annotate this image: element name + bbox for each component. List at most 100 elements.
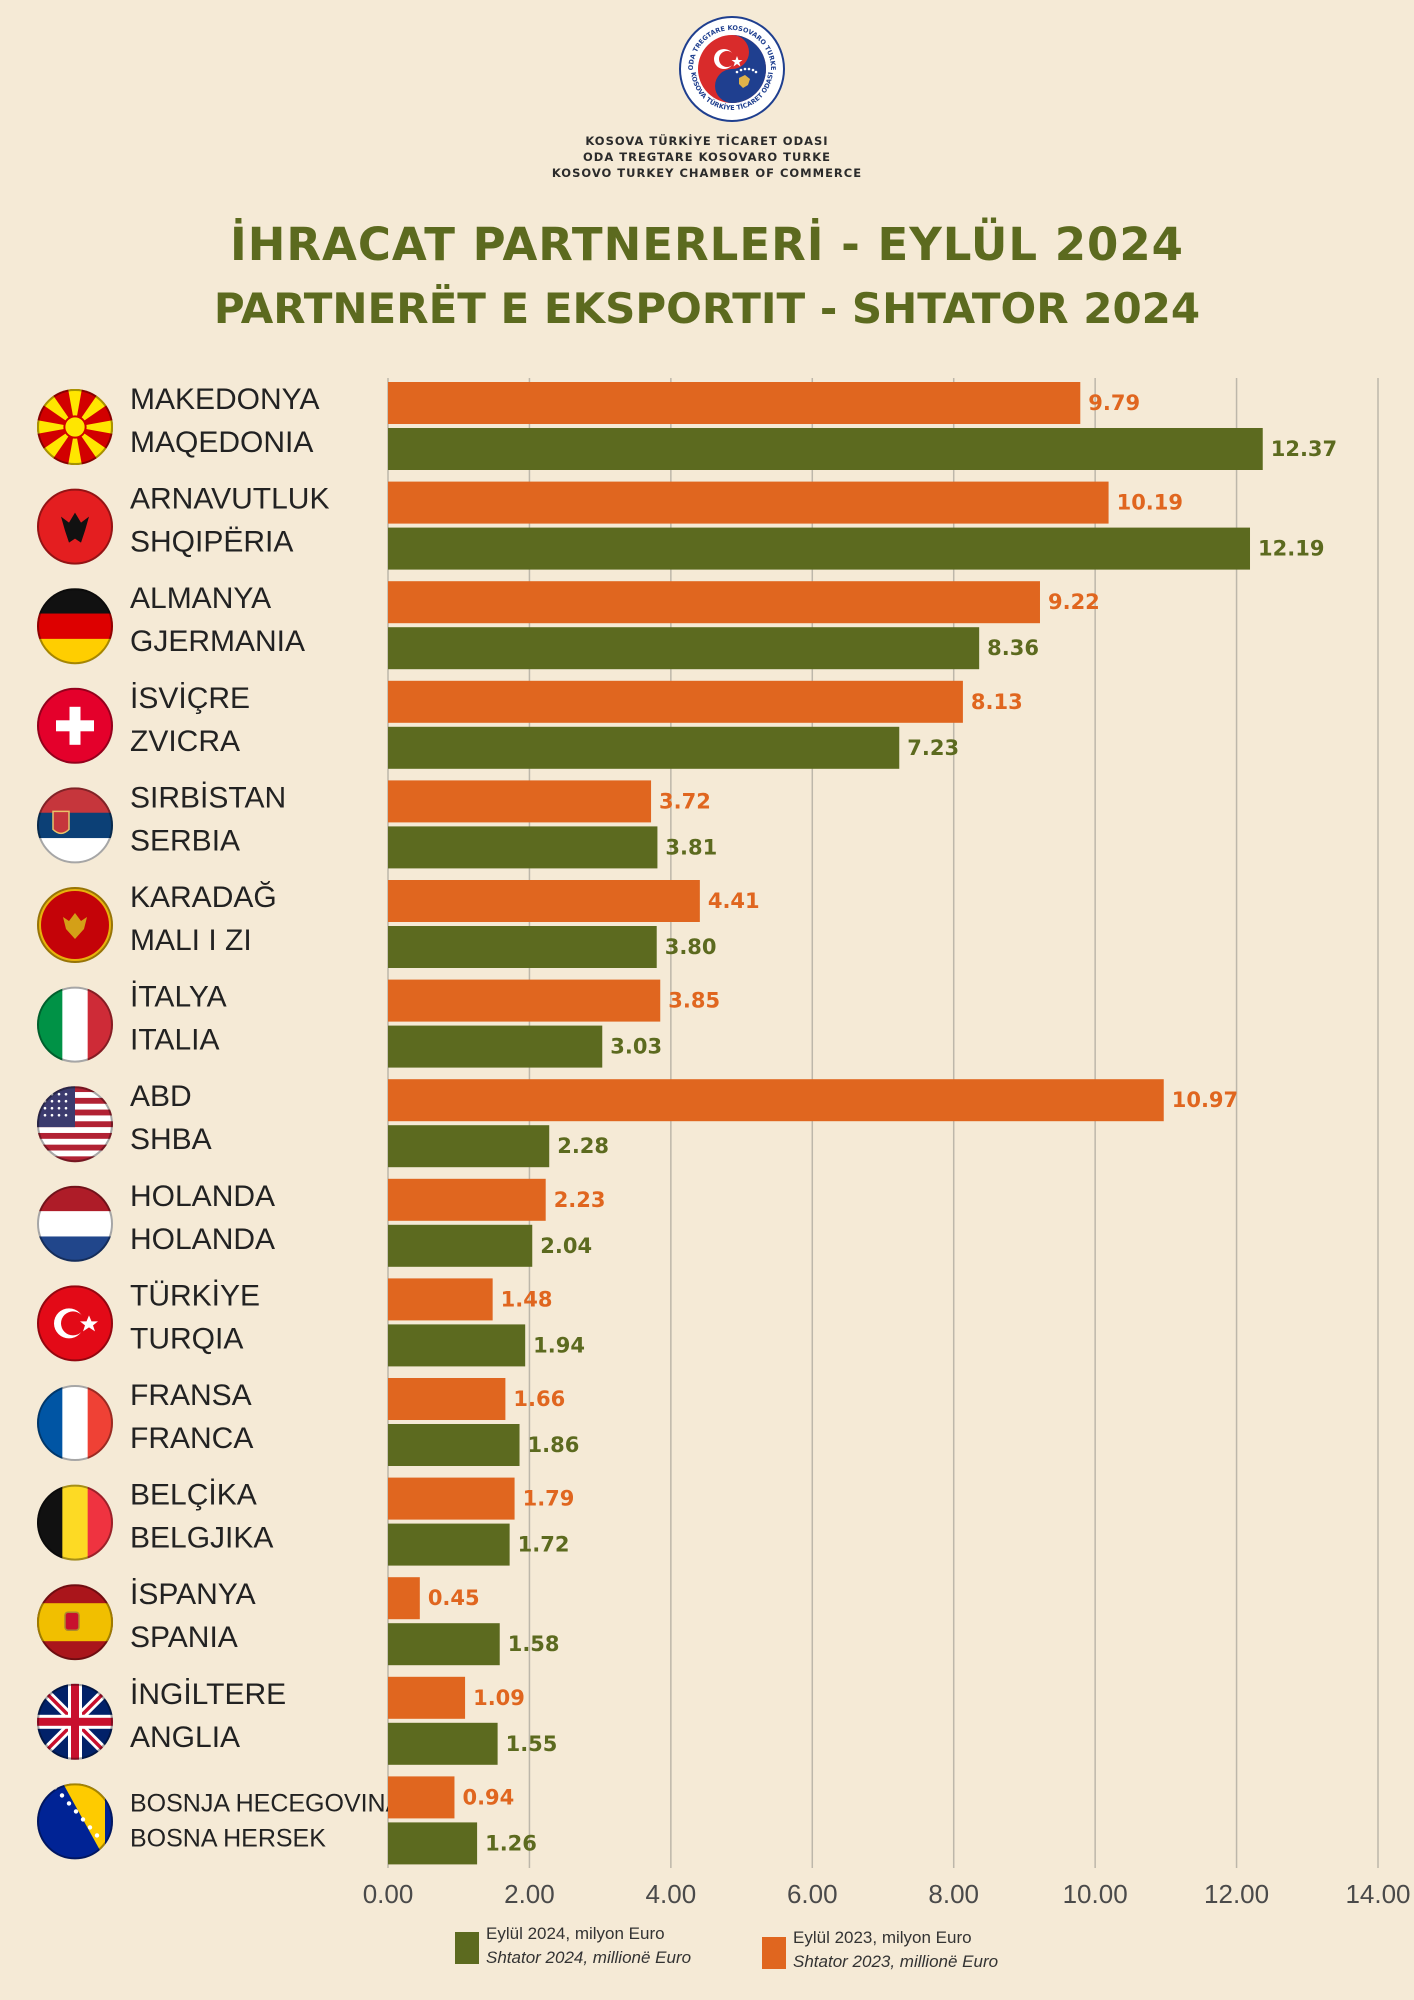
bar-label-2023: 9.22 xyxy=(1048,590,1100,614)
x-tick-label: 10.00 xyxy=(1063,1879,1128,1909)
country-label-sq: BELGJIKA xyxy=(130,1522,273,1555)
bar-label-2024: 2.04 xyxy=(540,1234,592,1258)
legend-2024-line2: Shtator 2024, millionë Euro xyxy=(486,1948,692,1967)
bar-label-2023: 3.72 xyxy=(659,789,711,813)
bar-label-2024: 1.26 xyxy=(485,1831,537,1855)
x-tick-label: 12.00 xyxy=(1204,1879,1269,1909)
page-subtitle: PARTNERËT E EKSPORTIT - SHTATOR 2024 xyxy=(213,284,1201,333)
x-tick-label: 2.00 xyxy=(504,1879,555,1909)
country-label-tr: SIRBİSTAN xyxy=(130,781,286,814)
bar-label-2023: 0.94 xyxy=(462,1785,514,1809)
albania-flag-icon xyxy=(37,488,113,565)
bar-2024 xyxy=(388,527,1251,570)
bar-label-2024: 8.36 xyxy=(987,636,1039,660)
row-usa: ABD SHBA 10.97 2.28 xyxy=(37,1079,1238,1168)
bar-label-2023: 10.19 xyxy=(1117,491,1183,515)
bar-2023 xyxy=(388,880,700,922)
bar-2023 xyxy=(388,680,963,723)
bar-label-2023: 1.79 xyxy=(523,1487,575,1511)
bar-label-2023: 4.41 xyxy=(708,889,760,913)
bar-label-2023: 10.97 xyxy=(1172,1088,1238,1112)
bar-2023 xyxy=(388,581,1040,624)
row-germany: ALMANYA GJERMANIA 9.22 8.36 xyxy=(37,581,1100,670)
x-tick-label: 8.00 xyxy=(928,1879,979,1909)
country-label-sq: TURQIA xyxy=(130,1322,243,1355)
row-uk: İNGİLTERE ANGLIA 1.09 1.55 xyxy=(37,1676,558,1765)
country-label-tr: İSPANYA xyxy=(130,1578,256,1611)
bar-2024 xyxy=(388,1822,478,1865)
row-spain: İSPANYA SPANIA 0.45 1.58 xyxy=(37,1577,560,1666)
bar-2024 xyxy=(388,1025,603,1068)
legend-2023-line2: Shtator 2023, millionë Euro xyxy=(793,1952,999,1971)
turkey-flag-icon xyxy=(37,1285,113,1362)
usa-flag-icon xyxy=(37,1086,113,1163)
row-bosnia: BOSNJA HECEGOVINA BOSNA HERSEK 0.94 1.26 xyxy=(37,1776,537,1865)
country-label-sq: FRANCA xyxy=(130,1422,253,1455)
org-name-en: KOSOVO TURKEY CHAMBER OF COMMERCE xyxy=(551,166,863,180)
legend-swatch-2024 xyxy=(455,1932,479,1964)
italy-flag-icon xyxy=(37,986,113,1063)
bar-label-2024: 1.72 xyxy=(518,1533,570,1557)
legend-2023: Eylül 2023, milyon Euro Shtator 2023, mi… xyxy=(793,1926,998,1974)
country-label-tr: İTALYA xyxy=(130,981,227,1014)
country-label-tr: ARNAVUTLUK xyxy=(130,483,329,516)
belgium-flag-icon xyxy=(37,1484,113,1561)
bar-label-2024: 1.58 xyxy=(508,1632,560,1656)
bar-2024 xyxy=(388,826,658,869)
country-label-tr: İNGİLTERE xyxy=(130,1678,286,1711)
bar-label-2024: 1.55 xyxy=(506,1732,558,1756)
bar-2024 xyxy=(388,1424,520,1466)
netherlands-flag-icon xyxy=(37,1185,113,1262)
bar-2024 xyxy=(388,627,980,670)
bar-2023 xyxy=(388,780,652,823)
legend-swatch-2023 xyxy=(762,1937,786,1969)
bar-2024 xyxy=(388,1324,526,1367)
row-switzerland: İSVİÇRE ZVICRA 8.13 7.23 xyxy=(37,680,1023,769)
row-italy: İTALYA ITALIA 3.853.03 xyxy=(37,979,720,1068)
country-label-sq: SPANIA xyxy=(130,1621,238,1654)
country-label-sq: BOSNA HERSEK xyxy=(130,1824,326,1852)
bar-label-2024: 3.81 xyxy=(665,835,717,859)
bar-label-2023: 9.79 xyxy=(1088,391,1140,415)
bar-label-2024: 3.03 xyxy=(610,1035,662,1059)
bar-2024 xyxy=(388,1623,500,1666)
bar-2023 xyxy=(388,1776,455,1819)
bar-label-2024: 7.23 xyxy=(907,736,959,760)
bar-2023 xyxy=(388,1577,420,1620)
legend-2024: Eylül 2024, milyon Euro Shtator 2024, mi… xyxy=(486,1922,691,1970)
legend-2024-line1: Eylül 2024, milyon Euro xyxy=(486,1924,665,1943)
bar-label-2023: 0.45 xyxy=(428,1586,480,1610)
bar-label-2024: 1.94 xyxy=(533,1333,585,1357)
bar-2023 xyxy=(388,1079,1164,1122)
bar-2023 xyxy=(388,1477,515,1520)
bar-label-2024: 3.80 xyxy=(665,935,717,959)
x-tick-label: 4.00 xyxy=(646,1879,697,1909)
bar-label-2023: 3.85 xyxy=(668,989,720,1013)
country-label-sq: SHQIPËRIA xyxy=(130,526,293,559)
country-label-sq: GJERMANIA xyxy=(130,625,305,658)
country-label-tr: FRANSA xyxy=(130,1379,252,1412)
country-label-tr: BELÇİKA xyxy=(130,1479,257,1512)
bar-2024 xyxy=(388,1125,550,1168)
france-flag-icon xyxy=(37,1385,113,1461)
bar-2024 xyxy=(388,1224,533,1267)
bar-2023 xyxy=(388,1278,493,1321)
bar-2024 xyxy=(388,1523,510,1566)
bar-label-2024: 2.28 xyxy=(557,1134,609,1158)
bar-2023 xyxy=(388,481,1109,524)
country-label-tr: ALMANYA xyxy=(130,582,271,615)
country-label-sq: ZVICRA xyxy=(130,725,240,758)
bar-label-2023: 1.09 xyxy=(473,1686,525,1710)
bar-2023 xyxy=(388,382,1081,424)
row-france: FRANSA FRANCA 1.66 1.86 xyxy=(37,1378,579,1466)
row-netherlands: HOLANDA HOLANDA 2.23 2.04 xyxy=(37,1178,606,1267)
country-label-tr: TÜRKİYE xyxy=(130,1279,260,1312)
bar-2023 xyxy=(388,1676,466,1719)
germany-flag-icon xyxy=(37,588,113,665)
montenegro-flag-icon xyxy=(37,887,113,963)
page-title: İHRACAT PARTNERLERİ - EYLÜL 2024 xyxy=(230,218,1184,271)
country-label-tr: BOSNJA HECEGOVINA xyxy=(130,1789,403,1817)
bosnia-flag-icon xyxy=(37,1783,113,1860)
bar-2024 xyxy=(388,428,1263,470)
